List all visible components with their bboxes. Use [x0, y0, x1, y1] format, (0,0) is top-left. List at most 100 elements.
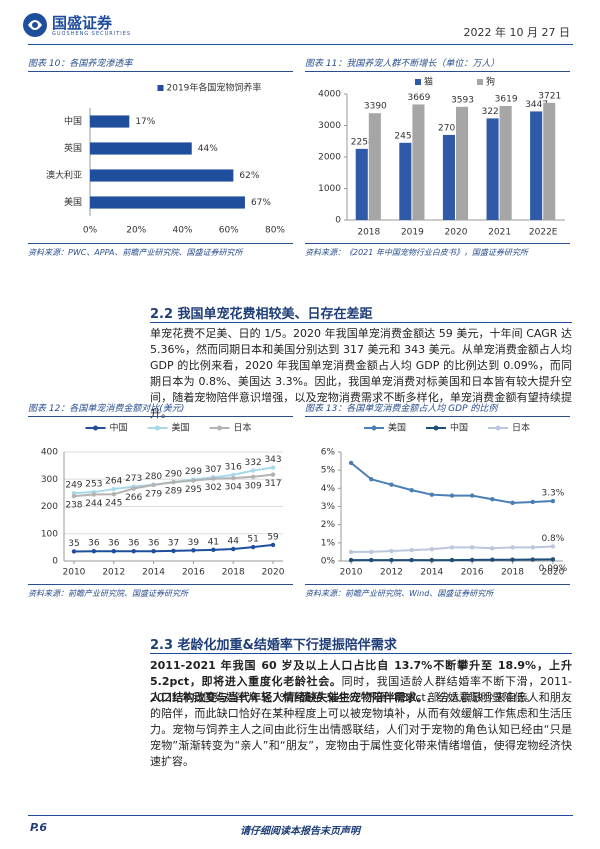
legend-label: 狗: [486, 76, 495, 88]
y-tick-label: 300: [41, 475, 58, 485]
x-tick-label: 2020: [262, 568, 285, 578]
legend-marker: [217, 425, 222, 431]
x-tick-label: 2021: [488, 228, 511, 238]
x-tick-label: 2014: [142, 568, 165, 578]
point: [270, 465, 276, 470]
value-label: 253: [85, 480, 102, 490]
legend-marker: [433, 425, 439, 431]
point: [348, 549, 354, 555]
value-label: 35: [68, 539, 79, 549]
y-tick-label: 0: [52, 557, 58, 567]
point: [389, 482, 394, 487]
page-number: P.6: [30, 821, 48, 834]
value-label: 0.8%: [541, 534, 564, 544]
point: [250, 474, 256, 479]
value-label: 44: [228, 537, 240, 547]
bar: [486, 118, 499, 220]
y-tick-label: 0%: [321, 557, 336, 567]
value-label: 299: [185, 467, 202, 477]
logo-name: 国盛证券: [52, 14, 113, 32]
point: [550, 544, 556, 549]
point: [151, 482, 156, 488]
point: [469, 545, 475, 550]
chart: 中国 美国 日本 0 100 200 300 400 2010 2012 2014 2016 2018 2…: [41, 422, 285, 578]
value-label: 307: [205, 465, 222, 475]
value-label: 36: [128, 539, 140, 549]
point: [510, 545, 515, 550]
value-label: 3447: [525, 100, 548, 110]
legend-label: 中国: [450, 422, 468, 434]
bar: [543, 102, 556, 220]
y-tick-label: 美国: [64, 196, 82, 208]
source: 资料来源：前瞻产业研究院、Wind、国盛证券研究所: [305, 584, 570, 599]
paragraph: 单宠花费不足美、日的 1/5。2020 年我国单宠消费金额达 59 美元，十年间…: [150, 327, 572, 420]
bold-text: 人口结构改变与当代年轻人情绪缺失催生宠物陪伴需求。: [150, 691, 428, 704]
point: [270, 542, 276, 548]
y-tick-label: 0: [335, 216, 341, 226]
text: 同时，我国适龄人群结婚率不断下滑，2011-2021 年我国结婚率从 9.7%下…: [150, 675, 572, 704]
value-label: 249: [65, 481, 82, 491]
value-label: 290: [165, 469, 182, 479]
point: [469, 493, 475, 498]
point: [449, 557, 455, 563]
source: 资料来源：PWC、APPA、前瞻产业研究院、国盛证券研究所: [28, 243, 293, 258]
bar: [456, 106, 469, 220]
x-tick-label: 2020: [445, 228, 468, 238]
point: [111, 486, 116, 492]
point: [191, 478, 196, 483]
x-tick-label: 0%: [83, 226, 98, 236]
x-tick-label: 2012: [102, 568, 125, 578]
point: [409, 547, 414, 553]
value-label: 279: [145, 489, 162, 499]
y-tick-label: 3000: [318, 121, 341, 131]
y-tick-label: 中国: [64, 115, 82, 127]
point: [151, 548, 156, 554]
value-label: 332: [245, 458, 262, 468]
point: [429, 492, 435, 497]
value-label: 3721: [538, 91, 561, 101]
y-tick-label: 4%: [321, 484, 336, 494]
figure-title: 图表 12：各国单宠消费金额对比(美元): [28, 401, 293, 417]
date: 2022 年 10 月 27 日: [463, 26, 570, 39]
y-tick-label: 英国: [64, 142, 82, 154]
x-tick-label: 2014: [420, 568, 443, 578]
point: [510, 500, 515, 506]
value-label: 2451: [394, 131, 417, 141]
header-rule: [28, 44, 573, 45]
point: [369, 557, 374, 563]
point: [131, 548, 136, 554]
value-label: 316: [225, 462, 242, 472]
legend-marker: [93, 425, 98, 431]
value-label: 36: [88, 539, 100, 549]
point: [91, 548, 97, 554]
value-label: 37: [168, 538, 179, 548]
legend-label: 猫: [424, 76, 433, 88]
value-label: 302: [205, 483, 222, 493]
point: [369, 477, 374, 482]
point: [250, 544, 256, 550]
legend-label: 日本: [512, 422, 530, 434]
point: [530, 557, 535, 562]
point: [490, 546, 495, 551]
paragraph: 人口结构改变与当代年轻人情绪缺失催生宠物陪伴需求。部分人群缺少来自亲人和朋友的陪…: [150, 690, 572, 770]
legend-swatch: [157, 85, 164, 91]
bar: [442, 134, 455, 220]
point: [191, 548, 196, 553]
point: [550, 498, 556, 504]
legend-label: 2019年各国宠物饲养率: [167, 82, 262, 94]
chart: 猫 狗 0 1000 2000 3000 4000 2018 2258 3390 2019 2451 3…: [318, 76, 565, 238]
paragraph: 2011-2021 年我国 60 岁及以上人口占比自 13.7%不断攀升至 18…: [150, 658, 572, 706]
section-heading: 2.3 老龄化加重&结婚率下行提振陪伴需求: [150, 638, 397, 653]
text: 部分人群缺少来自亲人和朋友的陪伴，而此缺口恰好在某种程度上可以被宠物填补，从而有…: [150, 691, 572, 768]
point: [530, 499, 535, 505]
point: [490, 557, 495, 562]
legend-marker: [155, 425, 160, 431]
value-label: 2258: [351, 137, 374, 147]
figure-title: 图表 13：各国单宠消费金额占人均 GDP 的比例: [305, 401, 570, 417]
x-tick-label: 60%: [219, 226, 239, 236]
bar: [355, 148, 368, 220]
y-tick-label: 6%: [321, 448, 336, 458]
legend-marker: [371, 425, 377, 431]
point: [409, 487, 414, 493]
